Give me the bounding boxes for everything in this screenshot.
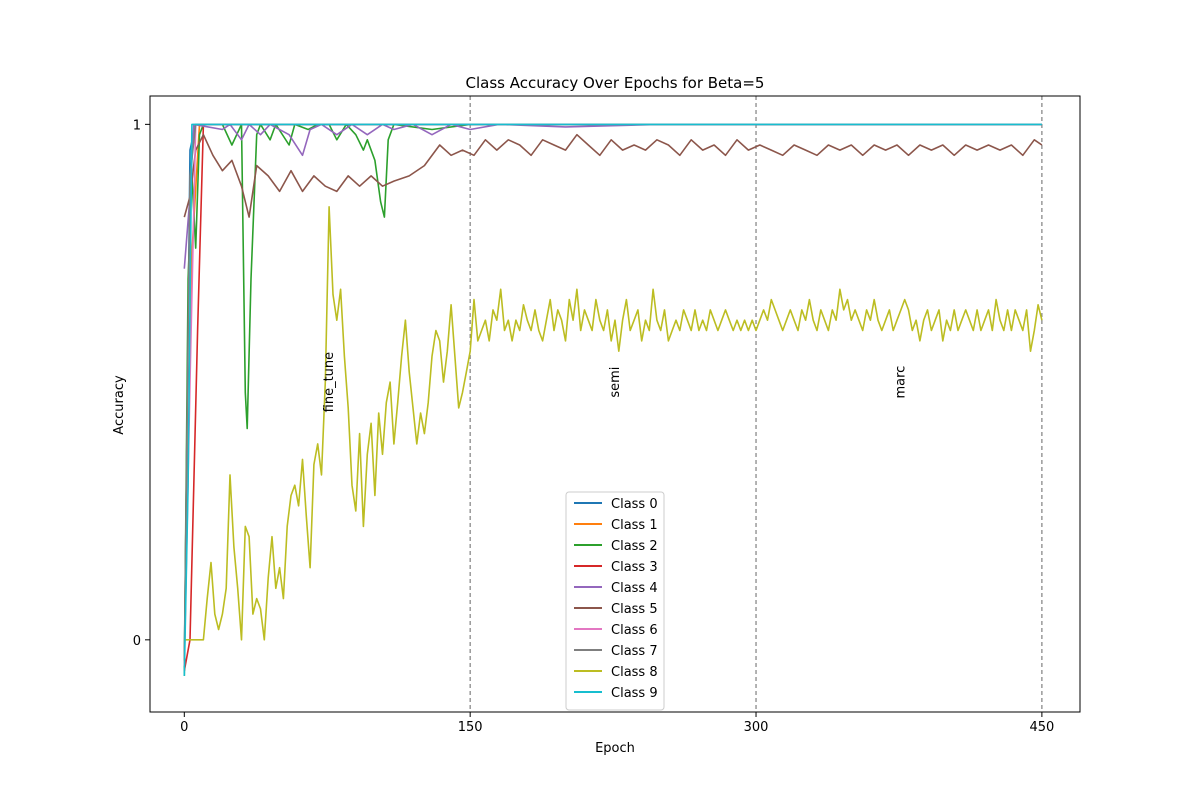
x-tick-label: 300 [744, 720, 769, 735]
legend-label-class-9: Class 9 [611, 686, 658, 701]
legend-label-class-8: Class 8 [611, 665, 658, 680]
axes-frame [149, 95, 1081, 713]
series-line-class-9 [183, 123, 1042, 676]
y-axis-label: Accuracy [112, 375, 127, 435]
legend-label-class-3: Class 3 [611, 560, 658, 575]
legend: Class 0 Class 1 Class 2 Class 3 Class 4 Class… [565, 491, 665, 711]
phase-annotation-fine_tune: fine_tune [322, 352, 337, 413]
x-tick-label: 0 [180, 720, 188, 735]
x-tick-label: 150 [458, 720, 483, 735]
phase-annotation-semi: semi [608, 367, 623, 398]
y-tick-label: 1 [133, 118, 141, 133]
legend-label-class-1: Class 1 [611, 518, 658, 533]
legend-box [565, 491, 665, 711]
x-tick-label: 450 [1029, 720, 1054, 735]
legend-label-class-7: Class 7 [611, 644, 658, 659]
y-tick-label: 0 [133, 634, 141, 649]
legend-label-class-5: Class 5 [611, 602, 658, 617]
phase-annotation-marc: marc [894, 366, 909, 399]
x-axis-label: Epoch [595, 741, 635, 756]
legend-label-class-6: Class 6 [611, 623, 658, 638]
chart-title: Class Accuracy Over Epochs for Beta=5 [466, 74, 765, 92]
plot-area: fine_tune semi marc 0 150 300 450 0 1 [133, 95, 1081, 735]
series-line-class-4 [183, 123, 1042, 269]
legend-label-class-2: Class 2 [611, 539, 658, 554]
legend-label-class-4: Class 4 [611, 581, 658, 596]
series-line-class-8 [184, 206, 1043, 641]
legend-label-class-0: Class 0 [611, 497, 658, 512]
series-line-class-5 [183, 133, 1043, 218]
